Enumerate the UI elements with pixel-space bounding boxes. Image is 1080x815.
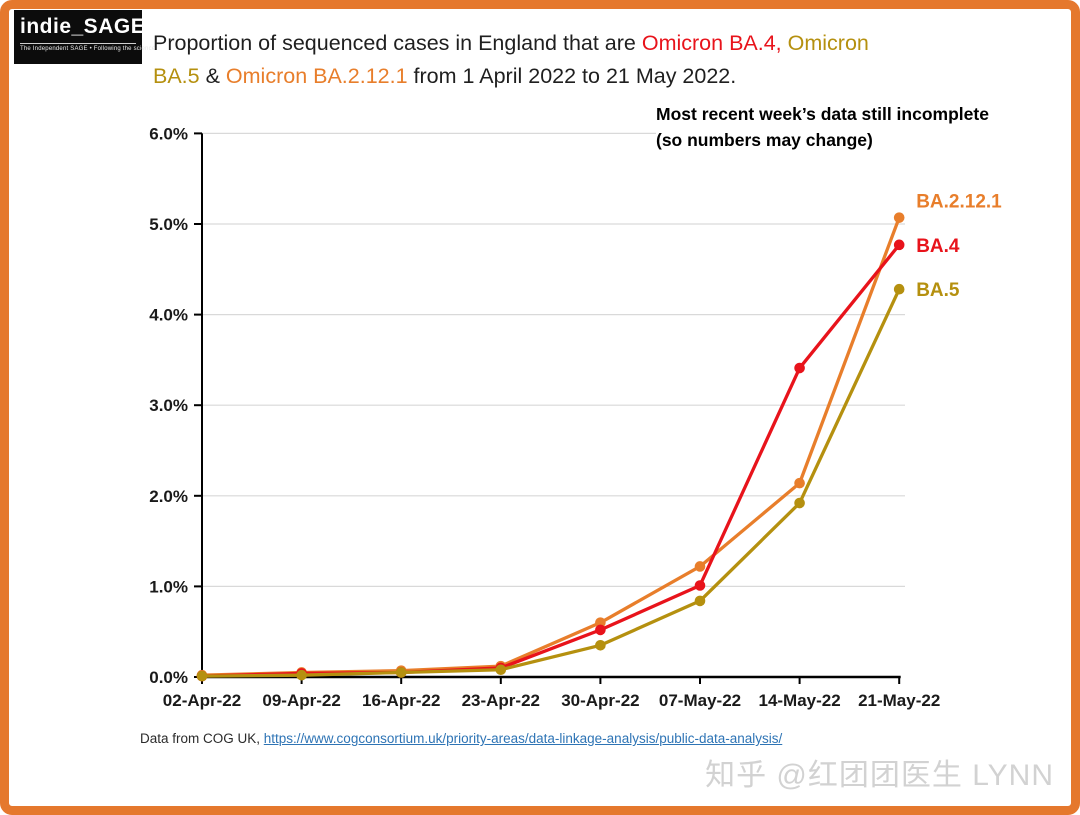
indie-sage-logo: indie_SAGE The Independent SAGE • Follow… <box>14 10 156 64</box>
data-point-BA.2.12.1 <box>794 477 805 489</box>
data-point-BA.5 <box>395 667 407 678</box>
x-tick-label: 07-May-22 <box>659 691 741 710</box>
x-tick-label: 21-May-22 <box>858 691 940 710</box>
data-point-BA.4 <box>893 239 905 251</box>
data-point-BA.4 <box>694 580 706 591</box>
title-segment: Omicron <box>787 31 869 55</box>
data-point-BA.5 <box>196 670 208 682</box>
chart-title-line2: BA.5 & Omicron BA.2.12.1 from 1 April 20… <box>153 60 1053 93</box>
title-segment: Omicron BA.2.12.1 <box>225 64 408 88</box>
x-tick-label: 30-Apr-22 <box>561 691 639 710</box>
x-tick-label: 02-Apr-22 <box>163 691 241 710</box>
x-tick-label: 16-Apr-22 <box>362 691 440 710</box>
y-tick-label: 5.0% <box>149 215 188 234</box>
y-tick-label: 6.0% <box>149 124 188 143</box>
data-source: Data from COG UK, https://www.cogconsort… <box>140 731 782 746</box>
y-tick-label: 4.0% <box>149 306 188 325</box>
logo-tagline: The Independent SAGE • Following the sci… <box>20 46 156 52</box>
chart-title: Proportion of sequenced cases in England… <box>153 27 1053 93</box>
incomplete-data-note-line1: Most recent week’s data still incomplete <box>656 104 989 124</box>
data-point-BA.5 <box>296 669 307 681</box>
y-tick-label: 1.0% <box>149 577 188 596</box>
data-point-BA.4 <box>794 362 805 374</box>
data-source-prefix: Data from COG UK, <box>140 731 264 746</box>
data-point-BA.5 <box>495 664 507 676</box>
title-segment: BA.5 <box>153 64 200 88</box>
series-label-BA.5: BA.5 <box>916 280 960 301</box>
logo-name: indie_SAGE <box>20 15 146 38</box>
x-tick-label: 09-Apr-22 <box>262 691 340 710</box>
logo-divider <box>20 43 136 44</box>
data-point-BA.2.12.1 <box>595 617 606 628</box>
y-tick-label: 3.0% <box>149 396 188 415</box>
data-point-BA.5 <box>794 497 805 509</box>
chart-title-line1: Proportion of sequenced cases in England… <box>153 27 1053 60</box>
title-segment: from 1 April 2022 to 21 May 2022. <box>407 64 737 88</box>
data-point-BA.5 <box>595 639 606 651</box>
zhihu-watermark: 知乎 @红团团医生 LYNN <box>705 759 1054 792</box>
data-point-BA.5 <box>694 595 706 607</box>
title-segment: Omicron BA.4, <box>641 31 782 55</box>
data-source-link[interactable]: https://www.cogconsortium.uk/priority-ar… <box>263 731 783 746</box>
series-label-BA.2.12.1: BA.2.12.1 <box>916 192 1002 213</box>
series-line-BA.4 <box>200 243 901 678</box>
proportion-line-chart: 0.0% 1.0% 2.0% 3.0% 4.0% 5.0% 6.0% 02-Apr-22 09-… <box>140 113 1020 721</box>
data-point-BA.4 <box>595 624 606 636</box>
title-segment: & <box>199 64 226 88</box>
y-tick-label: 2.0% <box>149 487 188 506</box>
incomplete-data-note: Most recent week’s data still incomplete… <box>656 101 1018 153</box>
incomplete-data-note-line2: (so numbers may change) <box>656 130 873 150</box>
series-line-BA.5 <box>200 287 901 678</box>
x-tick-label: 23-Apr-22 <box>462 691 540 710</box>
series-label-BA.4: BA.4 <box>916 236 960 257</box>
y-tick-label: 0.0% <box>149 668 188 687</box>
data-point-BA.5 <box>893 283 905 295</box>
chart-canvas: 0.0% 1.0% 2.0% 3.0% 4.0% 5.0% 6.0% 02-Apr-22 09-… <box>149 124 1002 710</box>
x-tick-label: 14-May-22 <box>758 691 840 710</box>
data-point-BA.2.12.1 <box>694 561 706 572</box>
series-line-BA.2.12.1 <box>200 216 901 677</box>
title-segment: Proportion of sequenced cases in England… <box>153 31 642 55</box>
data-point-BA.2.12.1 <box>893 212 905 223</box>
